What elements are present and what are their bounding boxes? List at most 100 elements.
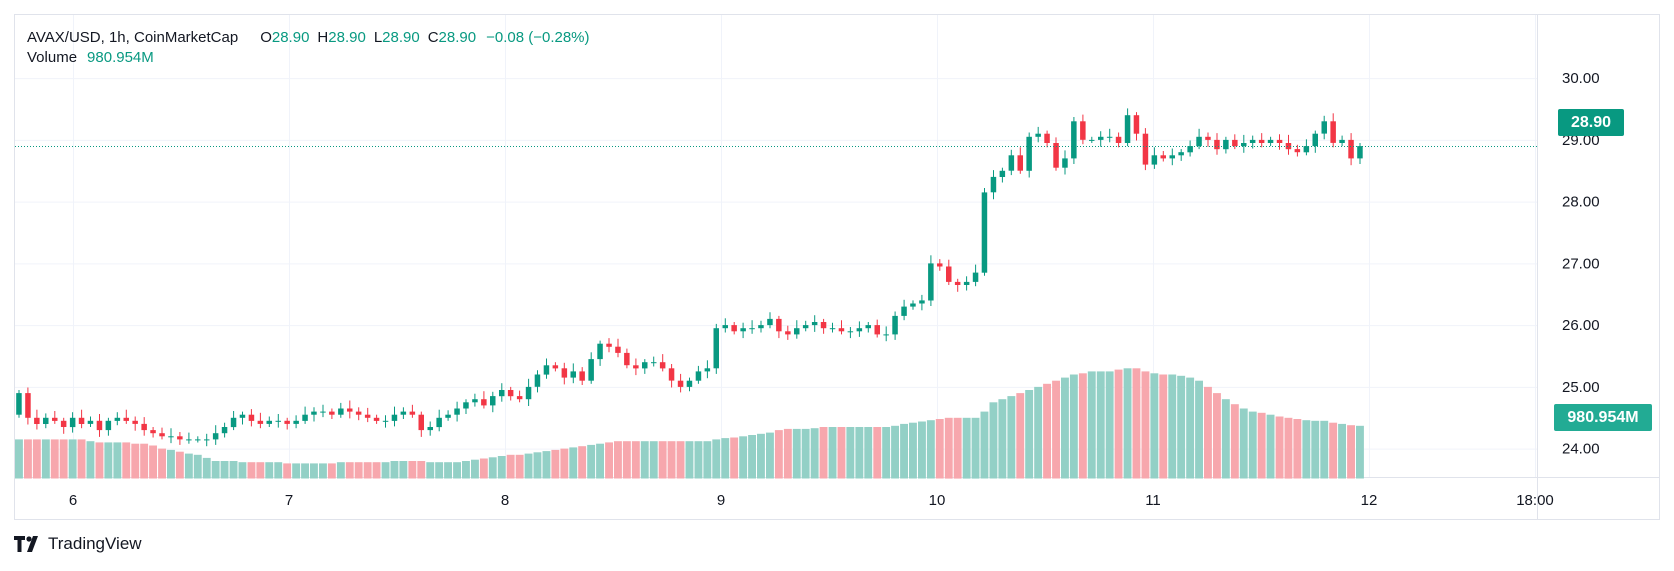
candle-up[interactable] xyxy=(472,399,478,403)
candle-down[interactable] xyxy=(552,365,559,369)
candle-up[interactable] xyxy=(713,328,720,369)
candle-down[interactable] xyxy=(1294,149,1301,153)
candle-down[interactable] xyxy=(1080,121,1086,140)
candle-up[interactable] xyxy=(1196,136,1202,147)
candle-up[interactable] xyxy=(1071,121,1077,159)
candle-up[interactable] xyxy=(847,331,854,333)
candle-down[interactable] xyxy=(159,433,165,437)
candle-down[interactable] xyxy=(624,352,630,366)
candle-up[interactable] xyxy=(695,371,702,381)
candle-up[interactable] xyxy=(722,325,729,329)
candle-down[interactable] xyxy=(373,417,380,421)
candle-down[interactable] xyxy=(1133,115,1140,134)
time-axis[interactable]: 6 7 8 9 10 11 12 18:00 xyxy=(69,492,1554,509)
candle-up[interactable] xyxy=(105,420,112,431)
candle-up[interactable] xyxy=(1008,155,1015,171)
candle-up[interactable] xyxy=(686,380,693,387)
candle-up[interactable] xyxy=(1312,133,1319,147)
candle-up[interactable] xyxy=(499,390,505,397)
candle-down[interactable] xyxy=(1330,121,1336,143)
candle-up[interactable] xyxy=(910,303,916,307)
candle-down[interactable] xyxy=(731,325,737,332)
candle-down[interactable] xyxy=(284,420,290,424)
candle-up[interactable] xyxy=(597,343,603,360)
candle-down[interactable] xyxy=(123,417,130,421)
volume-label[interactable]: Volume xyxy=(27,49,78,66)
candle-up[interactable] xyxy=(794,328,800,335)
candle-up[interactable] xyxy=(195,439,201,441)
candle-up[interactable] xyxy=(1089,139,1095,141)
candle-down[interactable] xyxy=(257,420,264,424)
candle-up[interactable] xyxy=(43,417,49,424)
candle-up[interactable] xyxy=(767,318,773,326)
candle-down[interactable] xyxy=(785,331,791,335)
candle-up[interactable] xyxy=(570,371,577,378)
price-axis[interactable]: 30.00 29.00 28.00 27.00 26.00 25.00 24.00 xyxy=(1562,70,1600,458)
candle-down[interactable] xyxy=(937,263,943,267)
candle-down[interactable] xyxy=(516,396,523,400)
candle-up[interactable] xyxy=(266,420,273,424)
candle-down[interactable] xyxy=(34,417,40,424)
tradingview-brand[interactable]: TradingView xyxy=(14,534,142,554)
candle-up[interactable] xyxy=(829,328,836,330)
candle-up[interactable] xyxy=(972,272,979,282)
candle-down[interactable] xyxy=(1053,143,1059,168)
symbol-title[interactable]: AVAX/USD, 1h, CoinMarketCap xyxy=(27,29,239,46)
candle-down[interactable] xyxy=(1205,136,1211,140)
candle-down[interactable] xyxy=(141,423,147,431)
candle-up[interactable] xyxy=(642,362,648,369)
candle-up[interactable] xyxy=(963,281,970,285)
candle-up[interactable] xyxy=(1241,143,1247,147)
candle-up[interactable] xyxy=(275,420,282,422)
candle-up[interactable] xyxy=(338,408,344,415)
candle-up[interactable] xyxy=(490,396,496,406)
candle-down[interactable] xyxy=(1214,139,1220,150)
candle-down[interactable] xyxy=(364,414,371,418)
candle-down[interactable] xyxy=(606,343,612,347)
candle-up[interactable] xyxy=(704,368,711,372)
candle-up[interactable] xyxy=(588,359,594,381)
candle-up[interactable] xyxy=(1267,139,1274,143)
candle-down[interactable] xyxy=(838,328,845,332)
candle-down[interactable] xyxy=(1044,133,1050,143)
candle-up[interactable] xyxy=(1106,136,1113,138)
candle-up[interactable] xyxy=(1321,121,1328,134)
candle-up[interactable] xyxy=(928,263,934,301)
candle-up[interactable] xyxy=(749,328,755,330)
candle-up[interactable] xyxy=(990,176,997,193)
candle-down[interactable] xyxy=(1276,139,1283,143)
candle-up[interactable] xyxy=(320,411,326,413)
candle-up[interactable] xyxy=(1223,139,1229,150)
candle-down[interactable] xyxy=(329,411,335,415)
candle-down[interactable] xyxy=(481,399,487,406)
candle-down[interactable] xyxy=(1115,136,1122,143)
candle-up[interactable] xyxy=(883,334,889,336)
candle-down[interactable] xyxy=(954,281,961,285)
candle-up[interactable] xyxy=(427,427,434,431)
candle-down[interactable] xyxy=(615,346,621,353)
candle-up[interactable] xyxy=(811,322,818,326)
candle-down[interactable] xyxy=(874,325,881,335)
candle-down[interactable] xyxy=(659,362,666,369)
candle-up[interactable] xyxy=(1178,152,1184,156)
candle-up[interactable] xyxy=(1357,146,1363,159)
candle-up[interactable] xyxy=(1339,139,1345,143)
candle-up[interactable] xyxy=(400,411,407,415)
candle-up[interactable] xyxy=(436,417,442,428)
candle-up[interactable] xyxy=(919,300,925,304)
candle-up[interactable] xyxy=(981,192,988,273)
candle-down[interactable] xyxy=(561,368,568,378)
candle-down[interactable] xyxy=(946,266,952,282)
candle-up[interactable] xyxy=(1035,133,1041,137)
candle-up[interactable] xyxy=(1062,158,1068,168)
candle-down[interactable] xyxy=(52,417,58,421)
candle-up[interactable] xyxy=(311,411,317,415)
candle-up[interactable] xyxy=(454,408,460,415)
candle-up[interactable] xyxy=(382,420,389,422)
candle-up[interactable] xyxy=(525,386,532,400)
candle-up[interactable] xyxy=(1303,146,1310,153)
candle-up[interactable] xyxy=(999,170,1006,177)
candle-down[interactable] xyxy=(78,417,85,424)
candle-down[interactable] xyxy=(677,380,684,387)
candle-down[interactable] xyxy=(1285,143,1292,150)
